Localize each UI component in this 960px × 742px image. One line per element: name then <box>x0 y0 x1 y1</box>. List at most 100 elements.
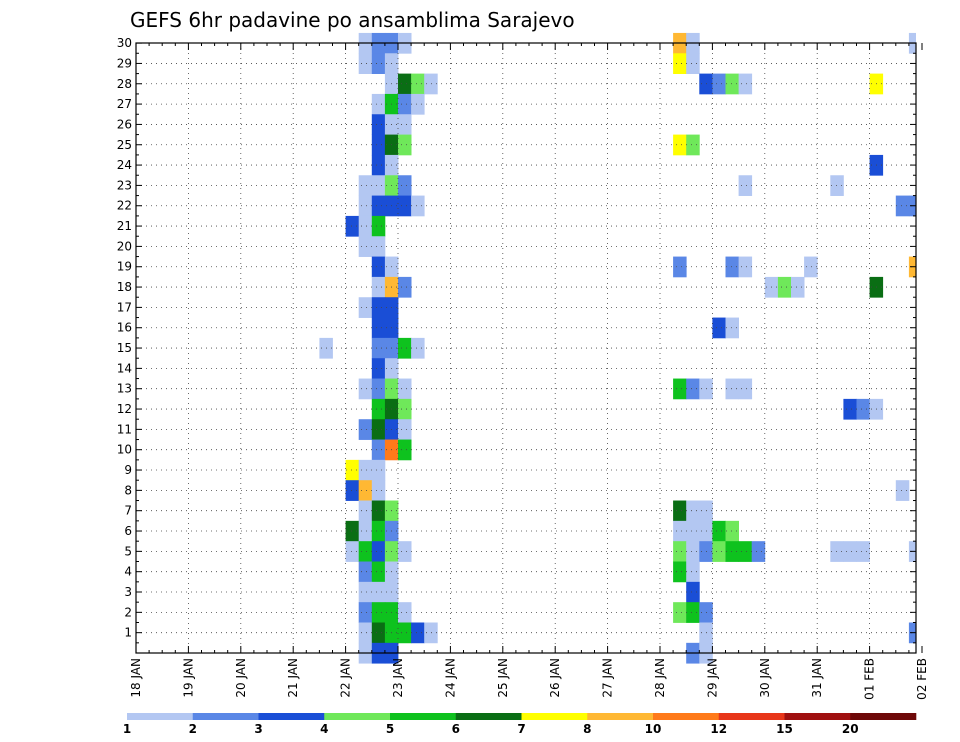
y-tick-label: 5 <box>124 544 132 558</box>
heatmap-cell <box>398 602 412 623</box>
heatmap-cell <box>411 337 425 359</box>
heatmap-cell <box>371 317 386 339</box>
x-tick-label: 23 JAN <box>391 658 405 698</box>
heatmap-cell <box>856 541 870 562</box>
colorbar-swatch <box>587 713 654 720</box>
y-tick-label: 9 <box>124 463 132 477</box>
x-tick-label: 26 JAN <box>548 658 562 698</box>
heatmap-cell <box>673 53 687 74</box>
colorbar-swatch <box>324 713 391 720</box>
heatmap-cell <box>398 276 412 298</box>
x-tick-label: 19 JAN <box>181 658 195 698</box>
heatmap-cell <box>371 520 386 542</box>
heatmap-cell <box>371 114 386 135</box>
heatmap-cell <box>345 520 360 542</box>
heatmap-cell <box>358 459 373 481</box>
heatmap-cells <box>319 32 916 664</box>
colorbar-swatch <box>718 713 785 720</box>
heatmap-cell <box>738 175 753 196</box>
x-axis: 18 JAN 19 JAN 20 JAN 21 JAN 22 JAN 23 JAN 24 J… <box>129 43 929 700</box>
colorbar-label: 15 <box>776 722 793 736</box>
heatmap-cell <box>371 480 386 501</box>
heatmap-cell <box>371 297 386 318</box>
y-tick-label: 23 <box>117 178 132 192</box>
heatmap-cell <box>411 73 425 95</box>
heatmap-cell <box>371 256 386 278</box>
colorbar-label: 5 <box>386 722 394 736</box>
heatmap-cell <box>725 520 739 542</box>
heatmap-cell <box>673 134 687 156</box>
heatmap-cell <box>673 520 687 542</box>
heatmap-cell <box>725 256 739 278</box>
x-tick-label: 25 JAN <box>496 658 510 698</box>
y-tick-label: 30 <box>117 36 132 50</box>
heatmap-cell <box>777 276 792 298</box>
colorbar-label: 2 <box>189 722 197 736</box>
heatmap-cell <box>345 459 360 481</box>
x-tick-label: 01 FEB <box>863 658 877 700</box>
grid-lines <box>136 42 916 653</box>
heatmap-cell <box>358 500 373 522</box>
y-tick-label: 19 <box>117 260 132 274</box>
heatmap-cell <box>398 337 412 359</box>
colorbar-label: 1 <box>123 722 131 736</box>
heatmap-cell <box>371 236 386 257</box>
y-tick-label: 28 <box>117 77 132 91</box>
x-tick-label: 22 JAN <box>339 658 353 698</box>
heatmap-cell <box>398 398 412 420</box>
y-tick-label: 7 <box>124 504 132 518</box>
heatmap-cell <box>358 622 373 644</box>
heatmap-cell <box>371 459 386 481</box>
heatmap-cell <box>738 256 753 278</box>
heatmap-cell <box>398 73 412 95</box>
y-tick-label: 17 <box>117 300 132 314</box>
colorbar-swatch <box>521 713 588 720</box>
heatmap-cell <box>371 378 386 400</box>
heatmap-cell <box>843 398 857 420</box>
y-tick-label: 24 <box>117 158 132 172</box>
heatmap-cell <box>358 480 373 501</box>
heatmap-cell <box>371 602 386 623</box>
heatmap-cell <box>371 419 386 440</box>
x-tick-label: 18 JAN <box>129 658 143 698</box>
heatmap-cell <box>673 541 687 562</box>
heatmap-cell <box>345 541 360 562</box>
colorbar-swatch <box>455 713 522 720</box>
heatmap-cell <box>804 256 818 278</box>
colorbar-label: 12 <box>710 722 727 736</box>
y-tick-label: 26 <box>117 117 132 131</box>
heatmap-cell <box>686 134 700 156</box>
heatmap-cell <box>371 93 386 115</box>
colorbar-swatch <box>192 713 259 720</box>
heatmap-cell <box>725 317 739 339</box>
heatmap-cell <box>371 581 386 603</box>
x-tick-label: 27 JAN <box>601 658 615 698</box>
x-tick-label: 29 JAN <box>705 658 719 698</box>
colorbar-swatch <box>784 713 851 720</box>
heatmap-cell <box>398 541 412 562</box>
colorbar-swatch <box>258 713 325 720</box>
colorbar-label: 8 <box>583 722 591 736</box>
heatmap-cell <box>895 480 910 501</box>
y-tick-label: 21 <box>117 219 132 233</box>
heatmap-cell <box>673 500 687 522</box>
y-tick-label: 16 <box>117 321 132 335</box>
y-tick-label: 25 <box>117 138 132 152</box>
heatmap-cell <box>725 73 739 95</box>
colorbar-swatch <box>127 713 194 720</box>
heatmap-cell <box>358 602 373 623</box>
heatmap-cell <box>358 419 373 440</box>
colorbar-swatch <box>653 713 720 720</box>
heatmap-cell <box>830 541 844 562</box>
heatmap-cell <box>358 561 373 583</box>
colorbar-label: 20 <box>842 722 859 736</box>
heatmap-cell <box>686 520 700 542</box>
heatmap-cell <box>358 236 373 257</box>
x-tick-label: 30 JAN <box>758 658 772 698</box>
heatmap-cell <box>673 378 687 400</box>
y-tick-label: 3 <box>124 585 132 599</box>
heatmap-cell <box>751 541 766 562</box>
heatmap-cell <box>398 419 412 440</box>
y-tick-label: 20 <box>117 239 132 253</box>
